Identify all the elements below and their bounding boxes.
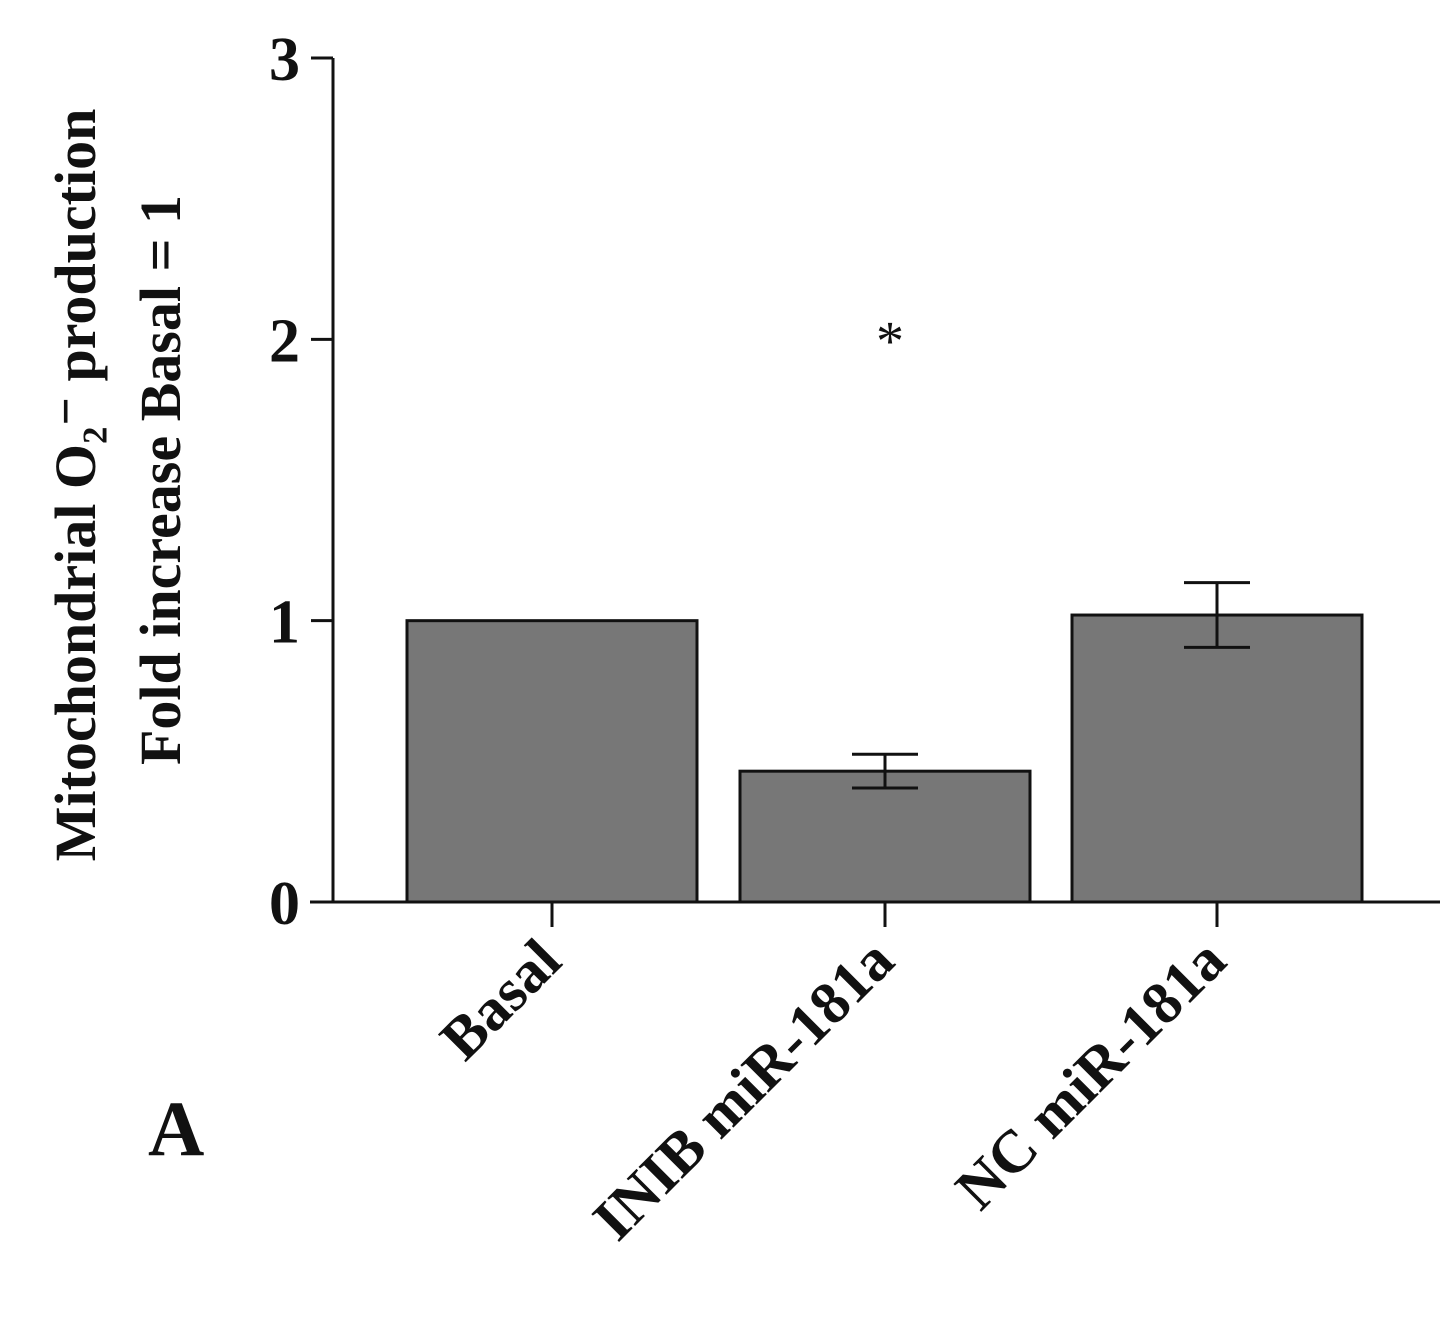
- y-tick-label: 0: [269, 870, 300, 938]
- y-axis-title: Mitochondrial O₂⁻ production Fold increa…: [43, 109, 193, 862]
- x-category-label: INIB miR-181a: [580, 927, 906, 1253]
- y-axis-title-line-2: Fold increase Basal = 1: [128, 195, 193, 765]
- significance-marker: *: [876, 310, 904, 372]
- x-axis-ticks: Basal INIB miR-181a NC miR-181a: [427, 902, 1238, 1253]
- x-category-label: NC miR-181a: [943, 927, 1238, 1222]
- y-tick-label: 2: [269, 307, 300, 375]
- y-axis-ticks: 0 1 2 3: [269, 26, 333, 938]
- y-tick-label: 3: [269, 26, 300, 94]
- bar: [405, 619, 699, 904]
- x-category-label: Basal: [427, 927, 573, 1073]
- error-bars: [852, 581, 1250, 790]
- bar: [1070, 613, 1364, 904]
- bar: [738, 769, 1032, 904]
- significance-marks: *: [876, 310, 904, 372]
- axes: [310, 58, 1440, 904]
- y-axis-title-line-1: Mitochondrial O₂⁻ production: [43, 109, 108, 862]
- y-tick-label: 1: [269, 589, 300, 657]
- panel-label: A: [148, 1085, 204, 1172]
